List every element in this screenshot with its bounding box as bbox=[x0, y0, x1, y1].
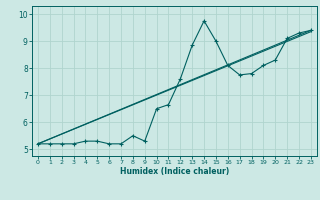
X-axis label: Humidex (Indice chaleur): Humidex (Indice chaleur) bbox=[120, 167, 229, 176]
